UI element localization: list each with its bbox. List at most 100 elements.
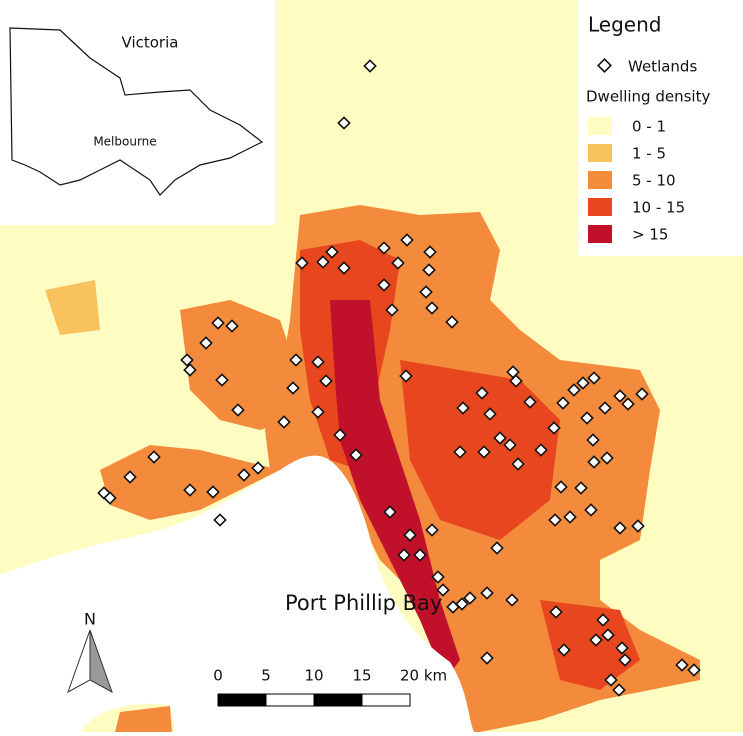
- wetland: [547, 421, 561, 435]
- wetland: [436, 583, 450, 597]
- wetland: [618, 653, 632, 667]
- scale-label: 15: [352, 667, 371, 685]
- wetland: [604, 673, 618, 687]
- scale-label: 0: [213, 667, 223, 685]
- urban-outlier: [45, 280, 100, 335]
- wetland: [183, 363, 197, 377]
- scale-segment: [217, 693, 267, 707]
- wetland: [337, 261, 351, 275]
- wetland: [534, 443, 548, 457]
- wetland: [549, 605, 563, 619]
- wetland: [493, 431, 507, 445]
- wetland: [580, 411, 594, 425]
- wetland: [631, 519, 645, 533]
- wetland: [123, 470, 137, 484]
- wetland: [612, 683, 626, 697]
- legend-density-title: Dwelling density: [586, 88, 710, 106]
- wetland: [483, 407, 497, 421]
- wetland: [505, 593, 519, 607]
- wetland: [425, 523, 439, 537]
- legend-class-label: 0 - 1: [632, 118, 666, 136]
- wetland: [490, 541, 504, 555]
- scale-segment: [313, 693, 363, 707]
- urban-southwest: [100, 445, 280, 520]
- wetland: [213, 513, 227, 527]
- wetland: [319, 374, 333, 388]
- wetland: [211, 316, 225, 330]
- wetland: [557, 643, 571, 657]
- wetland: [556, 396, 570, 410]
- wetland: [675, 658, 689, 672]
- bay: [0, 455, 474, 732]
- wetland: [586, 433, 600, 447]
- scale-label: 20 km: [400, 667, 447, 685]
- inset-background: [0, 0, 275, 225]
- north-arrow-right: [89, 629, 113, 694]
- wetland: [509, 374, 523, 388]
- wetland: [316, 255, 330, 269]
- wetland: [286, 381, 300, 395]
- wetland: [385, 303, 399, 317]
- inset-city-label: Melbourne: [93, 135, 156, 149]
- wetland: [475, 386, 489, 400]
- legend-swatch: [588, 117, 612, 135]
- wetland: [480, 586, 494, 600]
- wetland: [445, 315, 459, 329]
- wetland: [423, 245, 437, 259]
- north-arrow: N: [67, 610, 113, 694]
- wetland: [576, 376, 590, 390]
- urban-west: [180, 300, 300, 430]
- wetland: [615, 641, 629, 655]
- wetland: [237, 468, 251, 482]
- urban-southeast: [540, 600, 640, 690]
- wetland: [337, 116, 351, 130]
- wetland-points: [97, 59, 701, 697]
- wetland: [523, 395, 537, 409]
- wetland: [600, 451, 614, 465]
- wetland: [333, 428, 347, 442]
- wetland: [613, 521, 627, 535]
- wetland: [397, 548, 411, 562]
- wetland: [511, 457, 525, 471]
- scale-segment: [361, 693, 411, 707]
- wetland: [453, 445, 467, 459]
- wetland: [349, 448, 363, 462]
- scale-label: 5: [261, 667, 271, 685]
- wetland: [103, 491, 117, 505]
- wetland: [295, 256, 309, 270]
- wetland: [548, 513, 562, 527]
- inset-region-label: Victoria: [122, 34, 179, 52]
- wetland: [587, 371, 601, 385]
- wetland: [325, 245, 339, 259]
- wetland: [377, 241, 391, 255]
- wetland: [463, 591, 477, 605]
- wetland: [206, 485, 220, 499]
- scale-segment: [265, 693, 315, 707]
- wetland: [251, 461, 265, 475]
- wetland: [480, 651, 494, 665]
- legend-swatch: [588, 225, 612, 243]
- wetland: [400, 233, 414, 247]
- urban-core: [330, 300, 460, 680]
- legend-class-label: 1 - 5: [632, 145, 666, 163]
- wetland: [613, 389, 627, 403]
- wetland: [231, 403, 245, 417]
- wetland: [621, 397, 635, 411]
- wetland: [215, 373, 229, 387]
- wetland: [431, 570, 445, 584]
- legend-class-label: 10 - 15: [632, 199, 685, 217]
- wetland: [277, 415, 291, 429]
- scale-label: 10: [304, 667, 323, 685]
- peninsula-urban: [115, 706, 172, 732]
- bay-label: Port Phillip Bay: [285, 591, 442, 615]
- legend-class-label: > 15: [632, 226, 668, 244]
- wetland: [446, 600, 460, 614]
- north-label: N: [84, 610, 96, 629]
- wetland: [596, 613, 610, 627]
- legend-swatch: [588, 198, 612, 216]
- wetland: [687, 663, 701, 677]
- wetland: [477, 445, 491, 459]
- wetland: [391, 256, 405, 270]
- wetland: [311, 355, 325, 369]
- wetland: [413, 548, 427, 562]
